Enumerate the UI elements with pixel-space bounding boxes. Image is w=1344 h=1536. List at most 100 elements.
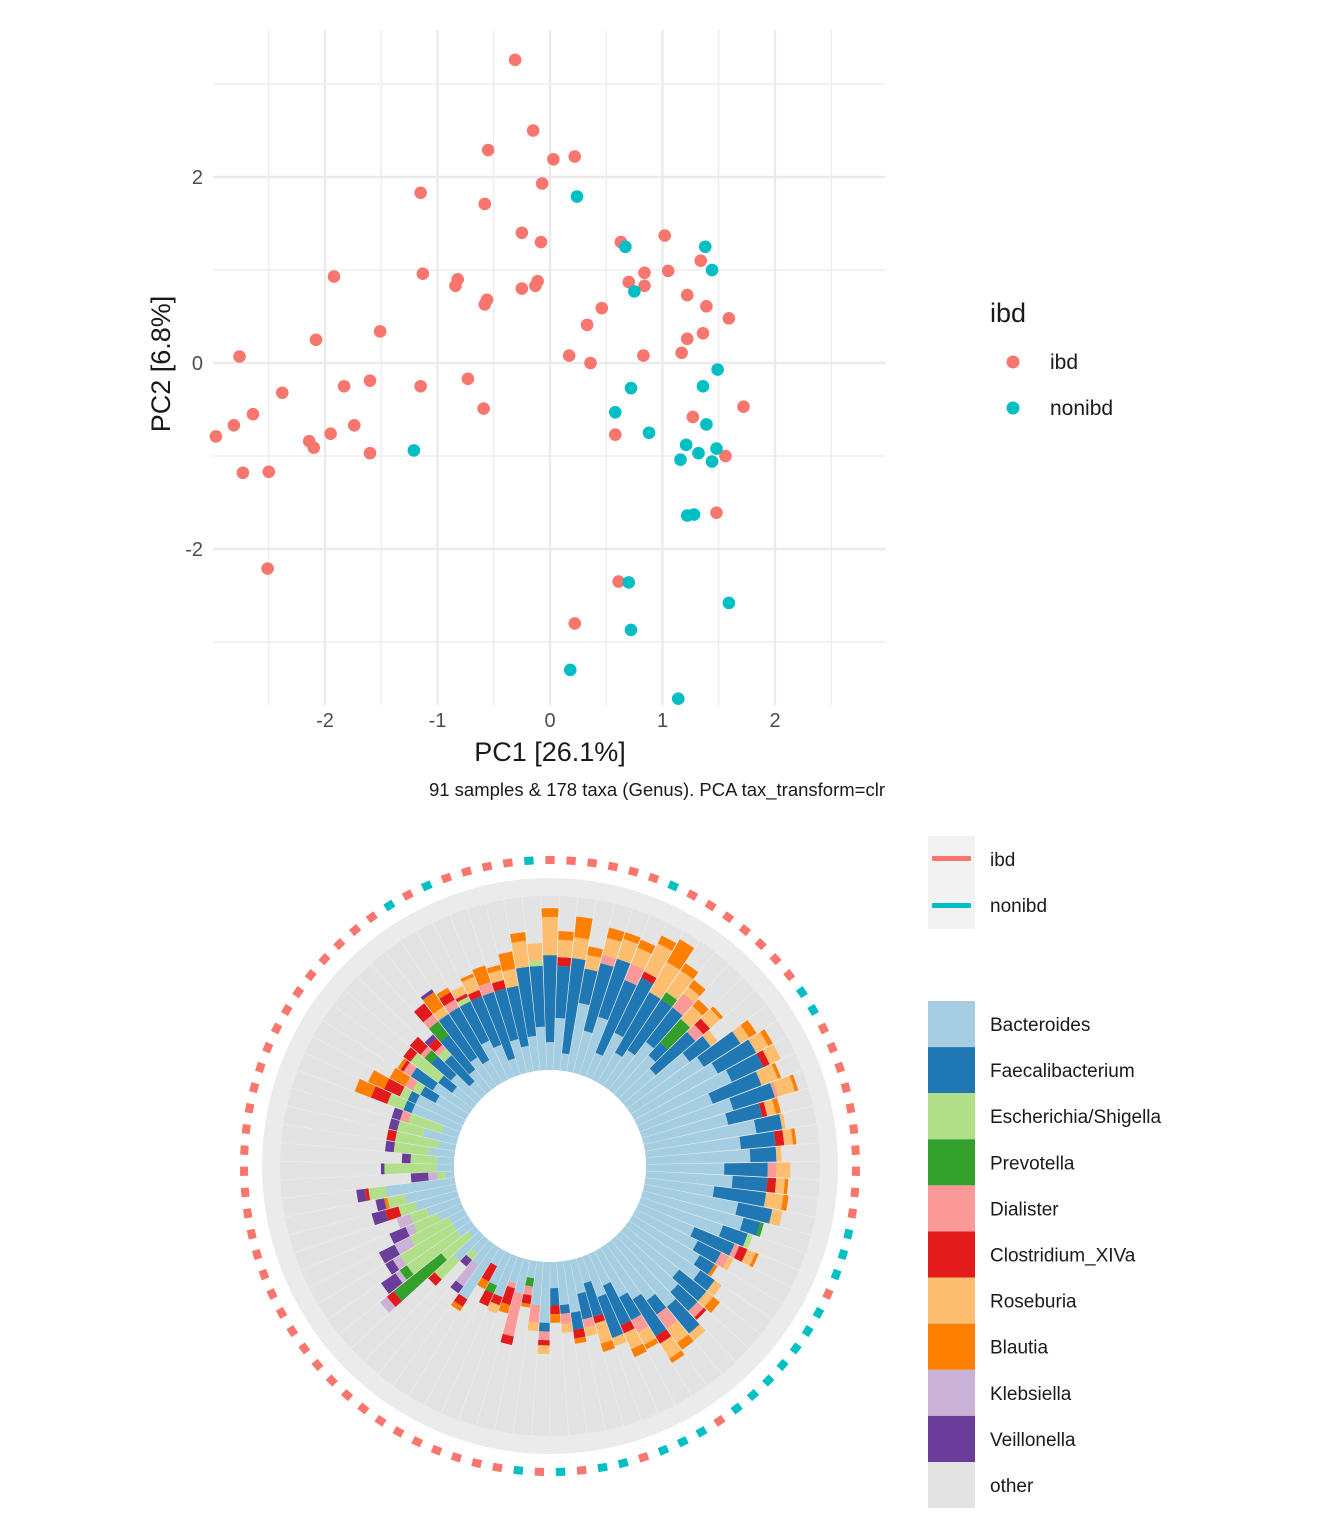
y-tick-label: 2 [192, 167, 203, 189]
bar-segment-dialister [770, 1081, 779, 1098]
bar-segment-bacteroides [422, 1128, 459, 1145]
legend-label-roseburia: Roseburia [990, 1292, 1077, 1313]
bar-segment-escherichia-shigella [400, 1224, 457, 1265]
bar-segment-escherichia-shigella [436, 1171, 447, 1180]
group-mark-ibd [534, 1467, 545, 1476]
bar-segment-bacteroides [594, 1247, 628, 1298]
legend-label-veillonella: Veillonella [990, 1430, 1076, 1451]
bar-segment-escherichia-shigella [387, 1093, 408, 1111]
bar-segment-escherichia-shigella [441, 1231, 473, 1261]
group-mark-ibd [270, 1022, 283, 1035]
point-ibd [547, 153, 560, 166]
bar-segment-blautia [623, 932, 641, 945]
bar-segment-roseburia [461, 976, 480, 995]
point-nonibd [624, 623, 638, 637]
bar-segment-escherichia-shigella [743, 1233, 753, 1249]
bar-segment-faecalibacterium [735, 1202, 773, 1224]
bar-segment-clostridium-xiva [500, 1333, 514, 1346]
bar-segment-roseburia [537, 1345, 550, 1355]
bar-segment-roseburia [561, 1323, 573, 1333]
bar-segment-dialister [672, 993, 695, 1016]
bar-segment-blautia [692, 999, 709, 1016]
bar-segment-faecalibacterium [506, 985, 529, 1048]
bar-segment-bacteroides [437, 1203, 465, 1221]
group-mark-ibd [850, 1187, 860, 1198]
point-nonibd [700, 418, 713, 431]
bar-segment-blautia [631, 1343, 647, 1358]
bar-segment-blautia [677, 1334, 694, 1350]
point-nonibd [619, 240, 632, 254]
bar-segment-blautia [688, 979, 706, 997]
bar-segment-bacteroides [642, 1184, 739, 1215]
group-mark-nonibd [657, 1444, 670, 1456]
bar-segment-blautia [791, 1128, 797, 1145]
group-mark-ibd [817, 1022, 830, 1035]
bar-segment-clostridium-xiva [550, 1305, 560, 1315]
bar-segment-dialister [502, 1291, 523, 1337]
bar-segment-veillonella [424, 1034, 437, 1047]
bar-segment-faecalibacterium [711, 1039, 757, 1074]
group-mark-ibd [430, 1444, 443, 1456]
bar-segment-bacteroides [493, 1044, 515, 1080]
bar-segment-blautia [704, 1296, 721, 1313]
bar-segment-bacteroides [453, 1231, 484, 1261]
bar-segment-prevotella [661, 992, 678, 1007]
bar-segment-bacteroides [606, 1240, 656, 1301]
point-ibd [622, 275, 636, 289]
bar-segment-blautia [783, 1178, 789, 1195]
bar-segment-dialister [528, 1304, 541, 1323]
bar-segment-bacteroides [510, 1039, 527, 1075]
bar-segment-bacteroides [531, 1261, 544, 1306]
bar-segment-escherichia-shigella [387, 1194, 407, 1209]
bar-segment-bacteroides [469, 1081, 487, 1099]
bar-segment-escherichia-shigella [434, 1254, 460, 1280]
bar-segment-bacteroides [635, 1203, 695, 1237]
bar-segment-faecalibacterium [693, 1270, 715, 1291]
bar-segment-bacteroides [550, 1261, 559, 1289]
group-mark-nonibd [555, 1467, 566, 1476]
bar-segment-dialister [403, 1062, 417, 1077]
bar-segment-bacteroides [556, 1261, 569, 1306]
legend-key-veillonella [928, 1415, 975, 1462]
bar-segment-bacteroides [445, 1171, 455, 1179]
bar-segment-blautia [436, 987, 451, 999]
bar-segment-veillonella [388, 1118, 400, 1131]
point-nonibd [608, 405, 622, 419]
group-mark-ibd [246, 1228, 257, 1240]
bar-segment-blautia [771, 1062, 782, 1080]
bar-segment-roseburia [488, 969, 504, 984]
bar-segment-blautia [707, 1264, 718, 1277]
bar-segment-roseburia [666, 970, 694, 1001]
bar-segment-bacteroides [585, 1052, 603, 1080]
point-nonibd [407, 444, 421, 457]
legend-label-escherichia-shigella: Escherichia/Shigella [990, 1107, 1162, 1128]
group-mark-ibd [738, 924, 752, 937]
bar-segment-faecalibacterium [602, 1281, 631, 1326]
bar-segment-bacteroides [441, 1126, 461, 1139]
bar-segment-roseburia [755, 1064, 778, 1086]
bar-segment-blautia [541, 908, 559, 918]
legend-key-escherichia-shigella [928, 1093, 975, 1140]
point-ibd [275, 386, 289, 400]
group-mark-nonibd [420, 880, 433, 892]
legend-key-ibd [1006, 355, 1020, 369]
point-ibd [324, 427, 337, 440]
point-ibd [535, 177, 549, 190]
bar-segment-bacteroides [508, 1058, 521, 1077]
group-mark-ibd [318, 953, 331, 966]
legend-label-blautia: Blautia [990, 1338, 1049, 1359]
bar-segment-veillonella [375, 1198, 387, 1212]
bar-segment-blautia [368, 1070, 390, 1090]
bar-segment-bacteroides [576, 1256, 592, 1284]
group-mark-ibd [845, 1102, 856, 1114]
group-mark-ibd [492, 1462, 503, 1473]
group-mark-ibd [545, 856, 555, 865]
bar-segment-roseburia [763, 1192, 784, 1210]
group-mark-ibd [722, 911, 735, 924]
group-mark-ibd [325, 1374, 338, 1387]
bar-segment-blautia [574, 1336, 587, 1344]
bar-segment-bacteroides [539, 1261, 550, 1323]
point-nonibd [679, 438, 693, 452]
bar-segment-roseburia [572, 937, 590, 960]
